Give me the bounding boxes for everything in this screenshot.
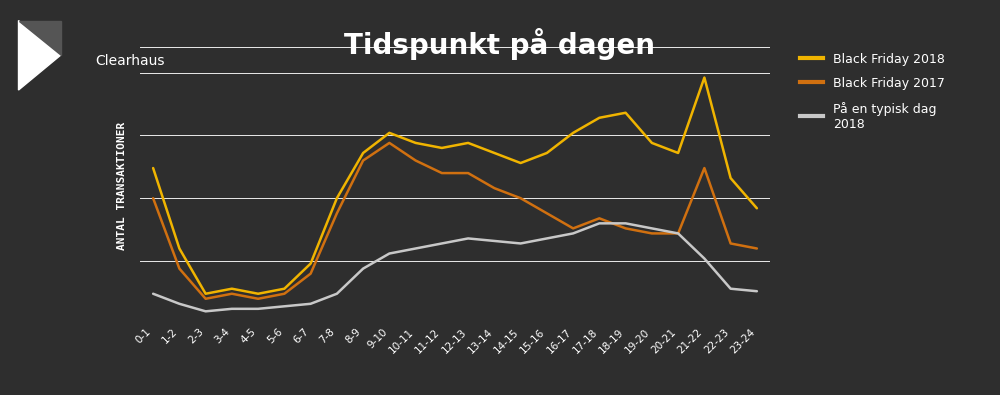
Text: Clearhaus: Clearhaus (95, 54, 164, 68)
Y-axis label: ANTAL TRANSAKTIONER: ANTAL TRANSAKTIONER (117, 122, 127, 250)
Polygon shape (18, 21, 60, 55)
Polygon shape (18, 21, 60, 90)
Text: Tidspunkt på dagen: Tidspunkt på dagen (344, 28, 656, 60)
Legend: Black Friday 2018, Black Friday 2017, På en typisk dag
2018: Black Friday 2018, Black Friday 2017, På… (795, 48, 950, 135)
